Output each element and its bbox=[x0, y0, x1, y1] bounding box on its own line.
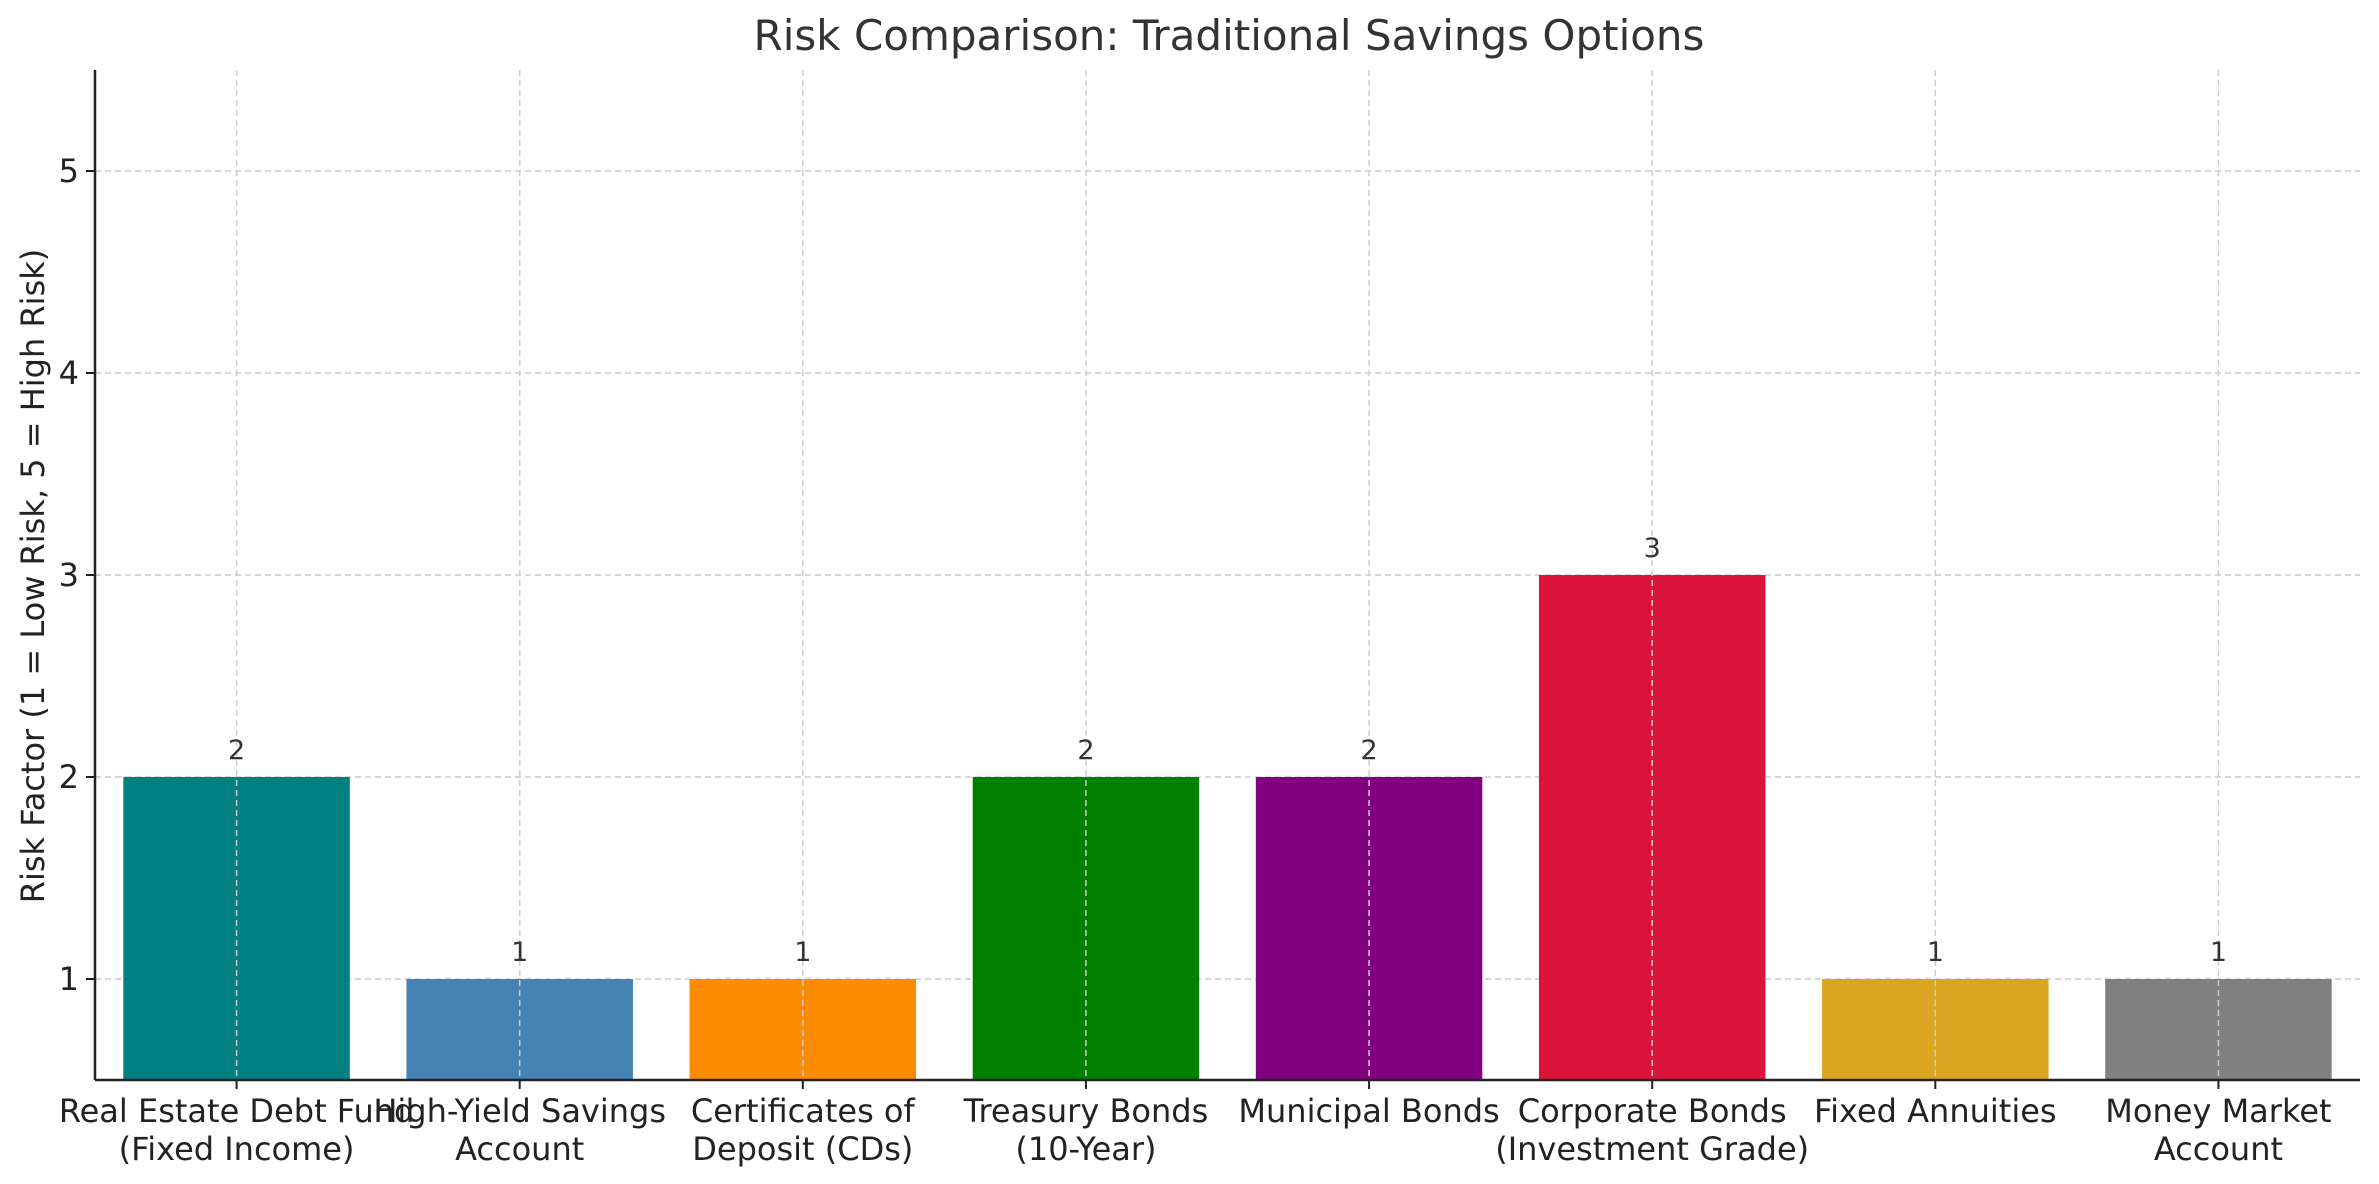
axes bbox=[86, 70, 2360, 1089]
x-tick-label: Certificates of Deposit (CDs) bbox=[691, 1092, 916, 1168]
bar-data-label: 1 bbox=[511, 937, 528, 968]
y-axis-label: Risk Factor (1 = Low Risk, 5 = High Risk… bbox=[14, 249, 52, 904]
x-tick-label: Municipal Bonds bbox=[1238, 1092, 1499, 1130]
x-tick-label: High-Yield Savings Account bbox=[373, 1092, 666, 1168]
x-tick-label: Treasury Bonds (10-Year) bbox=[963, 1092, 1209, 1168]
bar-data-label: 1 bbox=[794, 937, 811, 968]
bar bbox=[1255, 777, 1483, 1080]
bar-data-label: 1 bbox=[2210, 937, 2227, 968]
bar bbox=[972, 777, 1200, 1080]
bar-data-label: 3 bbox=[1644, 533, 1661, 564]
x-tick-label: Corporate Bonds (Investment Grade) bbox=[1495, 1092, 1809, 1168]
y-tick-labels: 1 2 3 4 5 bbox=[59, 152, 79, 998]
y-tick-label: 3 bbox=[59, 556, 79, 594]
chart-title: Risk Comparison: Traditional Savings Opt… bbox=[754, 11, 1705, 60]
bar-data-label: 1 bbox=[1927, 937, 1944, 968]
vertical-grid-lines bbox=[235, 70, 2220, 1080]
bar-data-label: 2 bbox=[1077, 735, 1094, 766]
x-tick-label: Fixed Annuities bbox=[1814, 1092, 2057, 1130]
x-tick-labels: Real Estate Debt Fund (Fixed Income)High-… bbox=[59, 1092, 2332, 1168]
bars bbox=[123, 575, 2332, 1080]
bar-data-label: 2 bbox=[228, 735, 245, 766]
x-tick-label: Money Market Account bbox=[2105, 1092, 2331, 1168]
y-tick-label: 2 bbox=[59, 758, 79, 796]
data-labels: 2 1 1 2 2 3 1 1 bbox=[228, 533, 2227, 968]
y-tick-label: 4 bbox=[59, 354, 79, 392]
bar bbox=[123, 777, 350, 1080]
bar-data-label: 2 bbox=[1360, 735, 1377, 766]
y-tick-label: 1 bbox=[59, 960, 79, 998]
x-tick-label: Real Estate Debt Fund (Fixed Income) bbox=[59, 1092, 415, 1168]
y-tick-label: 5 bbox=[59, 152, 79, 190]
grid-lines bbox=[95, 170, 2360, 980]
